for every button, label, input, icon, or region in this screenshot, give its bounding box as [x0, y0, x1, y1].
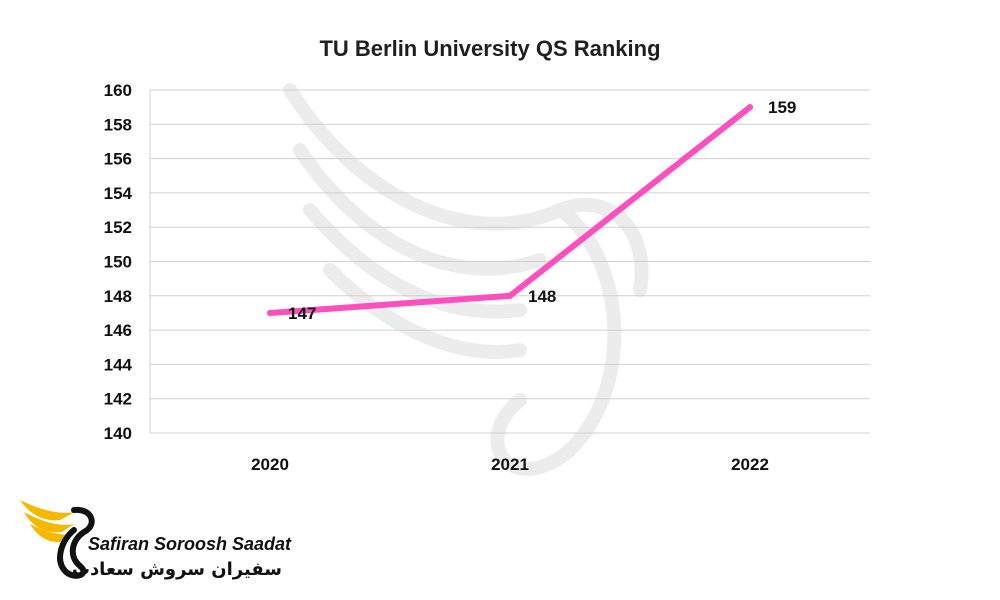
y-tick-labels: 140 142 144 146 148 150 152 154 156 158 160	[104, 81, 133, 443]
x-tick-label: 2021	[491, 455, 529, 474]
y-tick-label: 148	[104, 287, 132, 306]
x-tick-labels: 2020 2021 2022	[251, 455, 769, 474]
y-tick-label: 144	[104, 355, 133, 374]
y-tick-label: 150	[104, 253, 132, 272]
x-tick-label: 2022	[731, 455, 769, 474]
y-tick-label: 156	[104, 150, 132, 169]
data-label: 159	[768, 98, 796, 117]
brand-logo: Safiran Soroosh Saadat سفیران سروش سعادت	[20, 500, 292, 580]
gridlines	[150, 89, 870, 434]
data-point	[747, 104, 753, 111]
phoenix-wing-icon	[20, 500, 95, 579]
y-tick-label: 140	[104, 424, 132, 443]
chart-title: TU Berlin University QS Ranking	[319, 36, 660, 61]
y-tick-label: 160	[104, 81, 132, 100]
data-labels: 147 148 159	[288, 98, 796, 323]
y-tick-label: 158	[104, 115, 132, 134]
data-point	[267, 309, 273, 316]
data-label: 147	[288, 304, 316, 323]
y-tick-label: 154	[104, 184, 133, 203]
data-label: 148	[528, 287, 556, 306]
series-line	[267, 104, 753, 316]
x-tick-label: 2020	[251, 455, 289, 474]
y-tick-label: 152	[104, 218, 132, 237]
y-tick-label: 142	[104, 390, 132, 409]
y-tick-label: 146	[104, 321, 132, 340]
brand-name-fa: سفیران سروش سعادت	[72, 559, 282, 580]
watermark	[283, 83, 649, 476]
data-point	[507, 292, 513, 299]
brand-name-en: Safiran Soroosh Saadat	[88, 534, 292, 554]
